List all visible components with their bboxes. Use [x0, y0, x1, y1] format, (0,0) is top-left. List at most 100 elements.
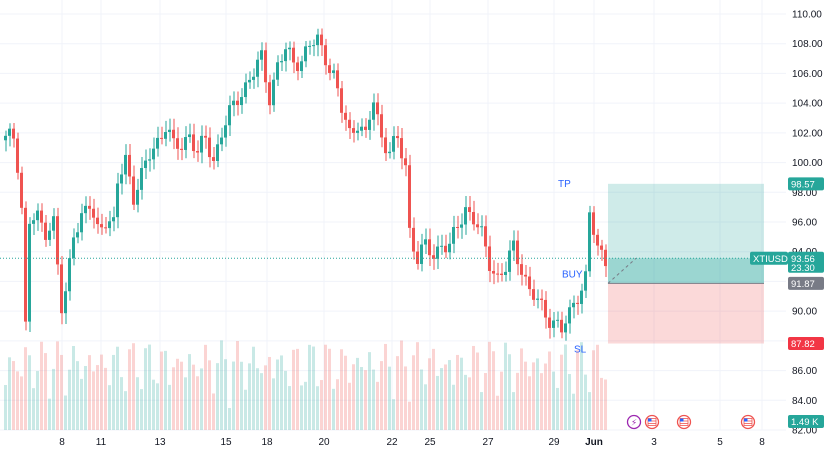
pnl-diagonal — [607, 257, 637, 284]
candle-body — [156, 137, 159, 149]
volume-bar — [312, 346, 315, 430]
time-axis-tick: 27 — [482, 437, 494, 448]
candle-body — [164, 132, 167, 139]
price-axis-tick: 110.00 — [792, 10, 822, 21]
volume-bar — [412, 355, 415, 430]
volume-bar — [8, 357, 11, 430]
volume-bar — [468, 377, 471, 430]
candle-body — [172, 129, 175, 139]
candle-body — [468, 207, 471, 213]
candle-body — [576, 302, 579, 304]
volume-bar — [368, 352, 371, 430]
candle-body — [184, 137, 187, 150]
candle-body — [548, 317, 551, 328]
volume-bar — [228, 408, 231, 430]
price-axis-tick: 84.00 — [792, 396, 817, 407]
volume-bar — [396, 356, 399, 430]
candle-body — [60, 264, 63, 314]
candle-body — [104, 227, 107, 229]
candle-body — [508, 250, 511, 272]
volume-bar — [124, 391, 127, 430]
event-icons[interactable]: ⚡ — [626, 414, 756, 430]
volume-bar — [56, 341, 59, 430]
volume-bar — [76, 361, 79, 430]
volume-bar — [572, 393, 575, 430]
candle-body — [556, 319, 559, 321]
candle-body — [372, 102, 375, 120]
us-flag-icon[interactable] — [644, 414, 660, 430]
tp-price-tag-text: 98.57 — [791, 179, 815, 190]
candle-body — [376, 102, 379, 115]
long-position-tool[interactable] — [607, 183, 764, 344]
volume-bar — [480, 392, 483, 430]
price-axis-tick: 100.00 — [792, 158, 823, 169]
volume-bar — [336, 379, 339, 430]
candle-body — [356, 130, 359, 133]
volume-bar — [384, 343, 387, 430]
volume-bar — [604, 379, 607, 430]
candle-body — [96, 217, 99, 225]
price-axis-tick: 106.00 — [792, 69, 823, 80]
current-pnl-zone — [608, 258, 764, 284]
candle-body — [320, 34, 323, 46]
candle-body — [580, 290, 583, 304]
candle-body — [136, 189, 139, 205]
volume-bar — [448, 360, 451, 430]
volume-bar — [224, 359, 227, 430]
candle-body — [16, 138, 19, 173]
us-flag-icon[interactable] — [676, 414, 692, 430]
price-axis[interactable]: 110.00 108.00 106.00 104.00 102.00 100.00 98.0… — [792, 10, 823, 437]
candle-body — [128, 154, 131, 177]
volume-bar — [204, 344, 207, 430]
volume-bars — [4, 340, 607, 430]
volume-bar — [328, 348, 331, 430]
volume-bar — [240, 361, 243, 430]
price-axis-tick: 102.00 — [792, 128, 823, 139]
candle-body — [364, 126, 367, 130]
volume-bar — [152, 379, 155, 430]
flag-canton — [680, 418, 684, 422]
candle-body — [464, 207, 467, 225]
volume-bar — [72, 345, 75, 430]
time-axis-tick: 5 — [717, 437, 723, 448]
stop-loss-zone[interactable] — [608, 283, 764, 344]
volume-bar — [380, 361, 383, 430]
candle-body — [112, 217, 115, 222]
volume-bar — [160, 351, 163, 430]
candle-body — [68, 258, 71, 292]
volume-bar — [492, 351, 495, 430]
volume-bar — [600, 377, 603, 430]
candle-body — [192, 134, 195, 152]
volume-bar — [88, 355, 91, 430]
candle-body — [76, 232, 79, 238]
candle-body — [140, 168, 143, 190]
time-axis[interactable]: 8 11 13 15 18 20 22 25 27 29 Jun 3 5 8 — [59, 437, 765, 448]
volume-bar — [48, 398, 51, 430]
volume-bar — [252, 346, 255, 430]
candle-body — [124, 154, 127, 175]
candle-body — [220, 137, 223, 145]
candle-body — [344, 112, 347, 120]
volume-bar — [512, 392, 515, 430]
candle-body — [528, 276, 531, 290]
take-profit-zone[interactable] — [608, 183, 764, 284]
volume-bar — [248, 363, 251, 430]
tp-label: TP — [558, 179, 571, 190]
candle-body — [24, 207, 27, 322]
volume-bar — [80, 378, 83, 430]
lightning-icon[interactable]: ⚡ — [626, 414, 642, 430]
candle-body — [572, 302, 575, 308]
price-axis-tick: 96.00 — [792, 218, 817, 229]
volume-bar — [292, 349, 295, 430]
candle-body — [204, 135, 207, 138]
candle-body — [64, 291, 67, 314]
volume-bar — [44, 353, 47, 430]
candle-body — [444, 245, 447, 253]
us-flag-icon[interactable] — [740, 414, 756, 430]
volume-bar — [284, 370, 287, 430]
candle-body — [300, 61, 303, 72]
candle-body — [52, 216, 55, 231]
candle-body — [212, 157, 215, 162]
